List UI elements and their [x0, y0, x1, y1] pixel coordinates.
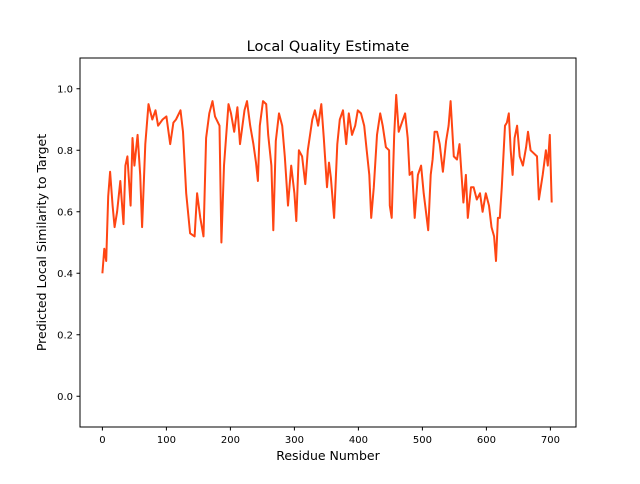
- x-tick-label: 100: [157, 435, 176, 446]
- chart-title: Local Quality Estimate: [247, 39, 410, 55]
- x-tick-label: 200: [221, 435, 240, 446]
- y-tick-label: 0.4: [57, 269, 73, 280]
- x-tick-label: 400: [349, 435, 368, 446]
- series-line-local-quality: [101, 93, 553, 274]
- y-tick-label: 1.0: [57, 84, 73, 95]
- plot-area: [101, 93, 553, 274]
- x-axis-label: Residue Number: [276, 448, 380, 463]
- x-tick-label: 600: [477, 435, 496, 446]
- x-tick-label: 300: [285, 435, 304, 446]
- y-axis-label: Predicted Local Similarity to Target: [34, 134, 49, 351]
- y-tick-label: 0.8: [57, 146, 73, 157]
- y-axis: 0.0 0.2 0.4 0.6 0.8 1.0: [57, 84, 80, 403]
- y-tick-label: 0.0: [57, 392, 73, 403]
- x-tick-label: 500: [413, 435, 432, 446]
- axes-frame: [79, 57, 577, 428]
- x-tick-label: 0: [99, 435, 105, 446]
- y-tick-label: 0.6: [57, 207, 73, 218]
- y-tick-label: 0.2: [57, 330, 73, 341]
- x-axis: 0 100 200 300 400 500 600 700: [99, 427, 560, 446]
- x-tick-label: 700: [541, 435, 560, 446]
